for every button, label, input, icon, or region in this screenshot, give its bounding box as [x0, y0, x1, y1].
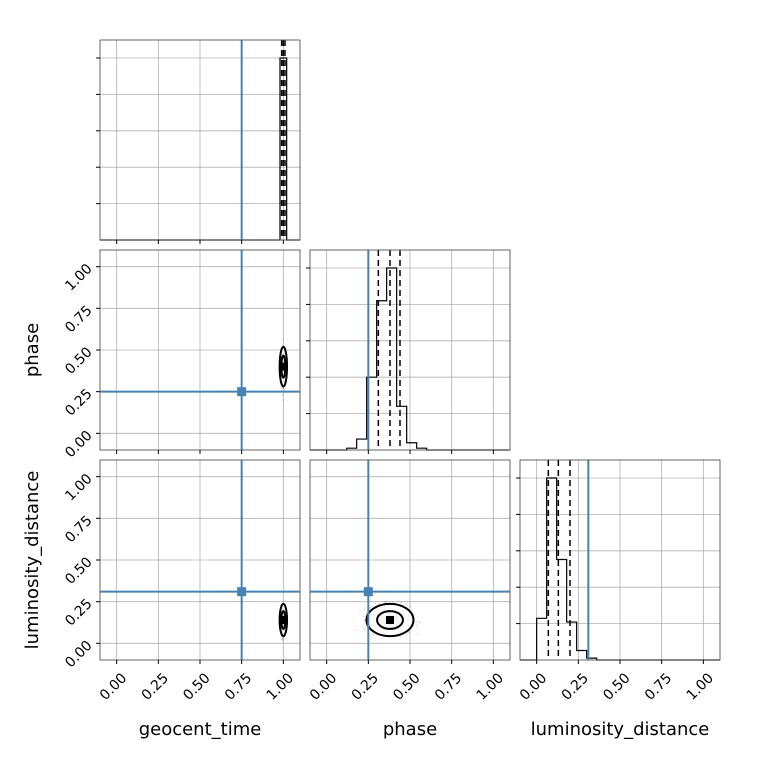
- contour-outer: [365, 602, 415, 638]
- sample-point: [397, 599, 400, 602]
- sample-point: [405, 603, 408, 606]
- sample-point: [372, 633, 374, 636]
- panel-grid: [100, 250, 300, 450]
- sample-point: [417, 633, 420, 636]
- truth-marker: [237, 587, 247, 597]
- sample-point: [284, 387, 287, 389]
- sample-point: [407, 631, 410, 634]
- xtick-label: 0.00: [97, 670, 130, 703]
- density-peak: [279, 362, 288, 371]
- xtick-label: 0.75: [432, 670, 465, 703]
- sample-point: [281, 638, 283, 641]
- xtick-label: 1.00: [684, 670, 717, 703]
- ytick-label: 1.00: [62, 261, 95, 294]
- truth-marker: [237, 387, 247, 397]
- sample-point: [355, 629, 358, 631]
- xtick-label: 0.00: [307, 670, 340, 703]
- sample-point: [282, 387, 284, 390]
- density-peak: [386, 616, 394, 624]
- xtick-label: 0.25: [559, 670, 592, 703]
- sample-point: [417, 626, 419, 628]
- xtick-label: 0.50: [600, 670, 633, 703]
- xtick-label: 0.50: [180, 670, 213, 703]
- sample-point: [415, 621, 418, 624]
- sample-point: [405, 633, 408, 636]
- xaxis-label-geocent_time: geocent_time: [139, 719, 262, 740]
- sample-point: [280, 386, 282, 389]
- sample-point: [281, 394, 284, 396]
- density-peak: [279, 616, 288, 624]
- sample-point: [281, 637, 283, 640]
- ytick-label: 0.75: [62, 513, 95, 546]
- ytick-label: 0.25: [62, 386, 95, 419]
- sample-point: [364, 625, 367, 628]
- histogram-luminosity_distance: [520, 477, 720, 661]
- sample-point: [370, 606, 372, 608]
- panel-grid: [310, 460, 510, 660]
- panel-grid: [100, 460, 300, 660]
- yaxis-label-luminosity_distance: luminosity_distance: [22, 471, 43, 650]
- sample-point: [364, 606, 367, 609]
- xtick-label: 0.75: [642, 670, 675, 703]
- sample-point: [385, 601, 387, 603]
- sample-point: [400, 601, 403, 604]
- sample-point: [359, 610, 361, 613]
- ytick-label: 0.25: [62, 596, 95, 629]
- ytick-label: 0.00: [62, 638, 95, 671]
- sample-point: [416, 623, 419, 626]
- sample-point: [282, 387, 284, 390]
- ytick-label: 1.00: [62, 471, 95, 504]
- sample-point: [372, 633, 375, 635]
- yaxis-label-phase: phase: [22, 323, 43, 377]
- sample-point: [363, 608, 366, 611]
- xtick-label: 1.00: [474, 670, 507, 703]
- sample-point: [363, 618, 366, 621]
- xtick-label: 0.75: [222, 670, 255, 703]
- hist-grid-luminosity_distance: [520, 460, 720, 660]
- sample-point: [374, 602, 377, 605]
- sample-point: [281, 338, 284, 341]
- truth-marker: [363, 587, 373, 597]
- sample-point: [362, 626, 365, 629]
- sample-point: [384, 601, 387, 604]
- xtick-label: 0.25: [139, 670, 172, 703]
- sample-point: [282, 638, 285, 640]
- xtick-label: 0.00: [517, 670, 550, 703]
- ytick-label: 0.50: [62, 344, 95, 377]
- histogram-phase: [310, 267, 510, 451]
- sample-point: [417, 620, 420, 623]
- ytick-label: 0.00: [62, 428, 95, 461]
- ytick-label: 0.50: [62, 554, 95, 587]
- sample-point: [281, 640, 284, 642]
- xaxis-label-phase: phase: [383, 719, 437, 740]
- sample-point: [409, 605, 411, 608]
- hist-grid-geocent_time: [100, 40, 300, 240]
- sample-point: [377, 603, 380, 605]
- xtick-label: 0.25: [349, 670, 382, 703]
- sample-point: [418, 621, 421, 624]
- sample-point: [400, 635, 402, 638]
- xtick-label: 0.50: [390, 670, 423, 703]
- sample-point: [362, 615, 365, 618]
- contour-inner: [376, 610, 404, 630]
- sample-point: [362, 623, 365, 625]
- sample-point: [281, 399, 284, 402]
- sample-point: [363, 629, 366, 632]
- xaxis-label-luminosity_distance: luminosity_distance: [531, 719, 710, 740]
- hist-grid-phase: [310, 250, 510, 450]
- xtick-label: 1.00: [264, 670, 297, 703]
- ytick-label: 0.75: [62, 303, 95, 336]
